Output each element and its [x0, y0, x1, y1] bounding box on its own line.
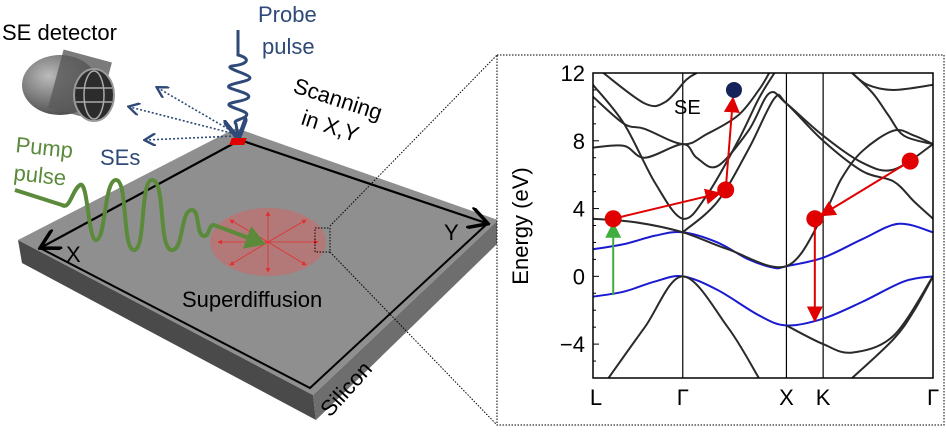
zoom-region-box [314, 227, 331, 253]
probe-spot [229, 138, 247, 145]
band-band-e [593, 91, 933, 172]
y-tick-label: 12 [561, 61, 585, 86]
band-valence-low-3 [851, 275, 933, 378]
red-transition-arrow [612, 188, 722, 220]
x-axis-arrow [42, 139, 241, 247]
scan-frame [39, 222, 489, 390]
k-point-label: Γ [927, 385, 939, 410]
se-detector-label: SE detector [2, 20, 117, 45]
band-valence-low-2 [785, 275, 933, 354]
silicon-slab [18, 128, 498, 420]
electron-dot [717, 181, 735, 199]
band-band-g [851, 73, 933, 146]
se-detector-icon [22, 49, 115, 122]
band-band-d [593, 73, 771, 146]
pump-label-2: pulse [12, 160, 67, 190]
band-band-b [682, 93, 933, 234]
inset-frame [496, 54, 945, 426]
slab-left-face [18, 240, 316, 420]
red-transition-arrow [819, 160, 911, 217]
probe-pulse-wave [229, 30, 252, 136]
x-axis-label: X [66, 242, 81, 267]
y-axis-label: Y [444, 220, 459, 245]
red-transition-arrow [723, 96, 740, 190]
band-valence-low-1 [607, 275, 760, 378]
electron-dot [806, 210, 824, 228]
plot-frame [592, 72, 934, 379]
y-axis-title: Energy (eV) [508, 167, 533, 284]
band-structure-chart: Energy (eV) SE L Γ X K Γ −4 0 4 8 12 [508, 61, 939, 410]
secondary-electron-dot [725, 81, 742, 98]
slab-right-face [313, 220, 498, 420]
y-tick-label: 8 [573, 129, 585, 154]
se-emission-arrows [130, 88, 236, 140]
superdiffusion-label: Superdiffusion [182, 287, 322, 312]
electron-dot [604, 210, 622, 228]
y-tick-label: 0 [573, 264, 585, 289]
band-band-h [851, 73, 933, 91]
k-point-label: L [590, 385, 602, 410]
y-tick-label: 4 [573, 197, 585, 222]
k-point-label: K [816, 385, 831, 410]
electron-dot [901, 152, 919, 170]
y-axis-arrow [239, 138, 486, 223]
superdiffusion-spot [210, 208, 326, 276]
k-point-label: Γ [677, 385, 689, 410]
pump-pulse-wave [14, 178, 266, 252]
probe-label-1: Probe [258, 2, 317, 27]
se-annotation: SE [674, 97, 701, 119]
band-band-f [602, 73, 698, 108]
k-point-label: X [779, 385, 794, 410]
probe-label-2: pulse [262, 34, 315, 59]
band-valence-top [593, 275, 933, 327]
ses-label: SEs [100, 145, 140, 170]
y-tick-label: −4 [560, 332, 585, 357]
pump-label-1: Pump [14, 132, 74, 163]
band-band-c [593, 73, 776, 220]
